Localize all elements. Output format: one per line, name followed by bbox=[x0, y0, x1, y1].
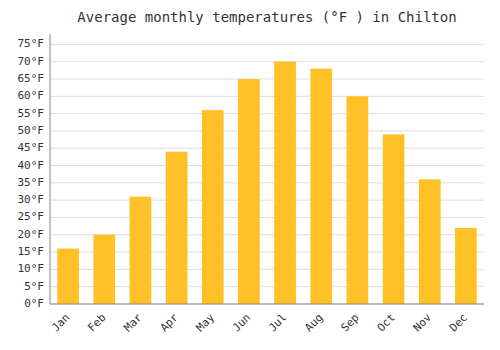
grid-line bbox=[50, 304, 484, 305]
bar bbox=[310, 69, 332, 304]
bar bbox=[130, 197, 152, 304]
x-tick-label: Nov bbox=[411, 311, 435, 335]
y-tick-label: 20°F bbox=[18, 228, 45, 241]
x-tick-label: Mar bbox=[121, 311, 145, 335]
x-tick-label: Feb bbox=[85, 311, 108, 334]
grid-line bbox=[50, 113, 484, 114]
grid-line bbox=[50, 165, 484, 166]
bar bbox=[238, 79, 260, 304]
bar bbox=[347, 96, 369, 304]
bar bbox=[57, 249, 79, 304]
y-tick-label: 35°F bbox=[18, 176, 45, 189]
y-axis-line bbox=[50, 34, 51, 304]
grid-line bbox=[50, 79, 484, 80]
x-tick-label: Jun bbox=[230, 311, 253, 334]
bar bbox=[419, 179, 441, 304]
y-tick-label: 75°F bbox=[18, 37, 45, 50]
grid-line bbox=[50, 148, 484, 149]
bar bbox=[274, 62, 296, 304]
grid bbox=[50, 44, 484, 304]
grid-line bbox=[50, 96, 484, 97]
x-tick-label: Aug bbox=[302, 311, 325, 334]
grid-line bbox=[50, 130, 484, 131]
bar bbox=[383, 134, 405, 304]
x-tick-label: Jan bbox=[49, 311, 72, 334]
y-tick-label: 60°F bbox=[18, 89, 45, 102]
grid-line bbox=[50, 61, 484, 62]
y-tick-label: 5°F bbox=[24, 280, 44, 293]
y-tick-label: 55°F bbox=[18, 107, 45, 120]
y-tick-label: 15°F bbox=[18, 245, 45, 258]
x-tick-label: Oct bbox=[375, 311, 398, 334]
bar bbox=[93, 235, 115, 304]
y-tick-label: 25°F bbox=[18, 210, 45, 223]
y-ticks: 0°F 5°F 10°F 15°F 20°F 25°F 30°F 35°F 40°F 45°F 50… bbox=[18, 37, 45, 310]
x-tick-label: Jul bbox=[266, 311, 289, 334]
x-tick-label: Sep bbox=[338, 311, 361, 334]
title: Average monthly temperatures (°F ) in Ch… bbox=[77, 9, 456, 25]
bar bbox=[166, 152, 188, 304]
y-tick-label: 0°F bbox=[24, 297, 44, 310]
grid-line bbox=[50, 44, 484, 45]
y-tick-label: 65°F bbox=[18, 72, 45, 85]
y-tick-label: 70°F bbox=[18, 55, 45, 68]
x-tick-label: Dec bbox=[447, 311, 470, 334]
y-tick-label: 50°F bbox=[18, 124, 45, 137]
y-tick-label: 30°F bbox=[18, 193, 45, 206]
y-tick-label: 10°F bbox=[18, 262, 45, 275]
x-tick-label: May bbox=[194, 311, 218, 335]
x-axis-line bbox=[50, 304, 484, 305]
bars bbox=[57, 62, 477, 304]
y-tick-label: 40°F bbox=[18, 159, 45, 172]
chart-root: 0°F 5°F 10°F 15°F 20°F 25°F 30°F 35°F 40°F 45°F 50… bbox=[0, 0, 500, 350]
chart: 0°F 5°F 10°F 15°F 20°F 25°F 30°F 35°F 40°F 45°F 50… bbox=[0, 0, 500, 350]
bar bbox=[202, 110, 224, 304]
y-tick-label: 45°F bbox=[18, 141, 45, 154]
x-tick-label: Apr bbox=[158, 311, 182, 335]
x-ticks: Jan Feb Mar Apr May Jun Jul Aug Sep Oct Nov Dec bbox=[49, 311, 470, 335]
bar bbox=[455, 228, 477, 304]
